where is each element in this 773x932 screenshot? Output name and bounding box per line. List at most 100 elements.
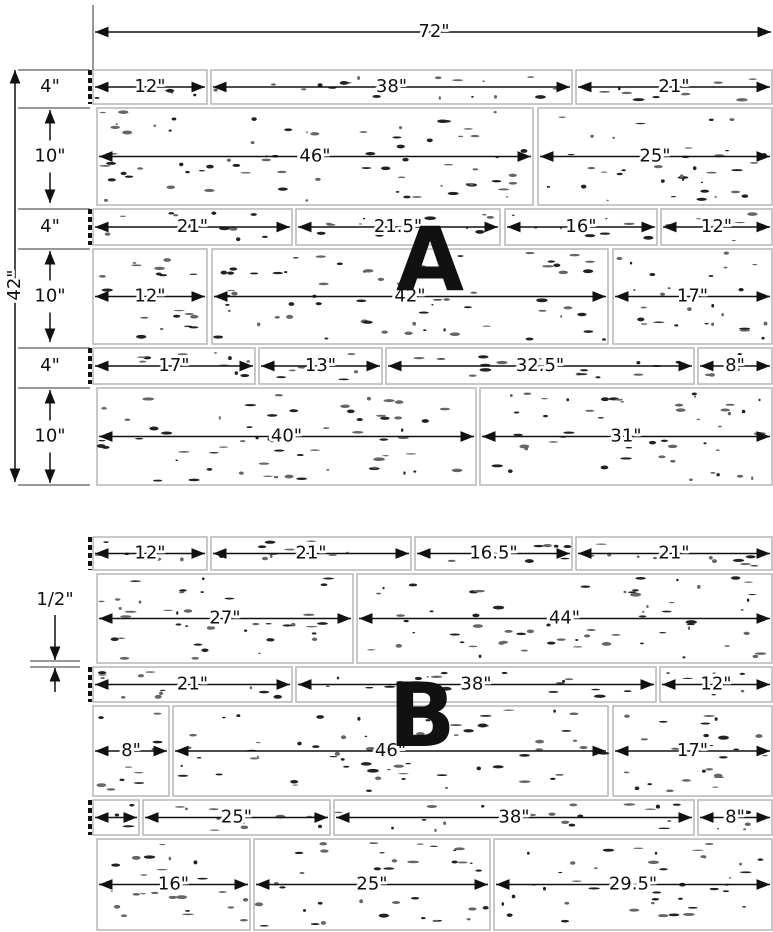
stone-texture [742,905,746,908]
stone-texture [543,414,548,418]
stone-texture [227,289,236,292]
stone-texture [288,302,295,306]
stone-texture [593,694,606,698]
stone-texture [94,553,104,556]
stone-texture [163,258,171,262]
stone-texture [189,733,197,737]
stone-texture [244,403,257,407]
stone-texture [700,181,704,184]
stone-texture [139,360,147,363]
stone-texture [712,786,719,788]
stone-texture [570,861,576,865]
stone-texture [491,464,503,468]
stone-texture [206,164,214,169]
stone-texture [689,478,693,482]
stone-texture [556,638,566,641]
stone-texture [200,591,204,594]
stone-texture [140,316,149,319]
stone-texture [616,172,623,176]
stone-texture [652,95,660,99]
stone-texture [232,163,241,167]
stone-texture [443,821,447,825]
stone-texture [620,400,625,403]
stone-texture [463,306,472,309]
stone-texture [590,134,594,138]
stone-texture [496,360,508,365]
stone-texture [600,397,610,402]
stone-texture [605,217,608,220]
stone-texture [383,399,395,403]
stone-texture [449,332,461,337]
stone-texture [97,671,107,675]
stone-texture [396,614,405,617]
stone-texture [520,649,528,652]
stone-texture [173,214,179,217]
stone-texture [653,165,663,169]
stone-texture [98,674,107,676]
stone-texture [758,398,761,402]
stone-texture [103,198,108,202]
stone-texture [508,181,518,185]
stone-texture [124,175,134,178]
stone-texture [421,917,426,920]
stone-texture [94,97,100,99]
stone-texture [679,92,691,96]
stone-texture [711,559,718,564]
stone-texture [623,771,630,774]
stone-texture [133,782,145,784]
stone-texture [507,469,513,474]
stone-texture [347,353,356,356]
stone-texture [717,425,722,428]
stone-texture [154,694,162,699]
stone-texture [391,859,398,863]
stone-texture [674,324,679,327]
stone-texture [595,376,601,379]
stone-texture [739,871,752,874]
length-label: 21" [658,543,689,564]
stone-texture [739,329,751,332]
stone-texture [723,266,728,269]
stone-texture [493,110,497,114]
stone-texture [395,643,402,648]
stone-texture [250,213,257,216]
stone-texture [711,322,715,327]
stone-texture [340,404,350,408]
stone-texture [620,457,632,460]
stone-texture [508,173,517,178]
stone-texture [700,189,710,193]
stone-texture [636,555,640,558]
length-label: 8" [725,355,745,376]
stone-texture [591,688,601,691]
stone-texture [643,235,654,240]
stone-texture [229,267,238,271]
stone-texture [213,335,224,339]
stone-texture [423,329,427,332]
panel-label: B [388,664,455,767]
stone-texture [373,457,385,462]
stone-texture [549,777,556,780]
length-label: 8" [121,740,141,761]
stone-texture [434,76,442,80]
stone-texture [434,828,437,832]
stone-texture [153,712,162,715]
stone-texture [751,476,754,481]
stone-texture [271,83,276,86]
stone-texture [511,894,516,899]
stone-texture [137,356,147,359]
stone-texture [693,395,697,398]
stone-texture [225,303,230,306]
stone-texture [572,739,578,742]
stone-texture [365,686,374,689]
stone-texture [215,773,223,776]
stone-texture [154,746,158,750]
stone-texture [734,221,746,224]
stone-texture [290,780,299,784]
stone-texture [595,543,608,545]
stone-texture [131,264,142,267]
length-label: 12" [134,286,165,307]
stone-texture [107,178,116,182]
stone-texture [222,716,226,719]
stone-texture [640,738,649,741]
stone-texture [364,735,368,738]
stone-texture [140,893,146,895]
